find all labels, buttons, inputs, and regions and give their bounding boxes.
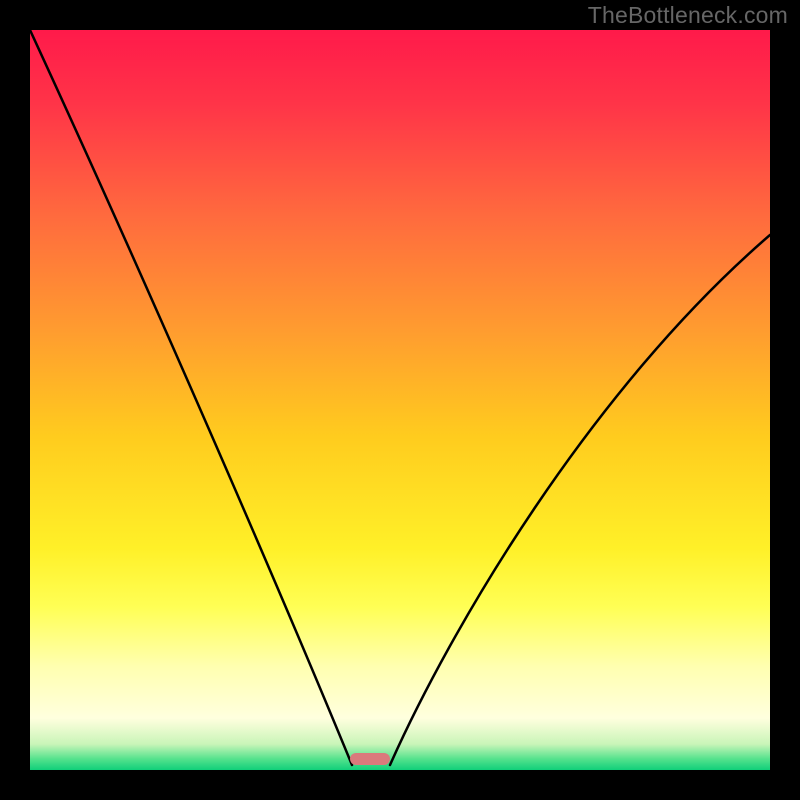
optimum-marker bbox=[350, 753, 390, 765]
plot-area bbox=[30, 30, 770, 770]
watermark-text: TheBottleneck.com bbox=[588, 2, 788, 29]
chart-root: TheBottleneck.com bbox=[0, 0, 800, 800]
curve-right-branch bbox=[390, 235, 770, 765]
curve-left-branch bbox=[30, 30, 352, 765]
bottleneck-curve bbox=[30, 30, 770, 770]
